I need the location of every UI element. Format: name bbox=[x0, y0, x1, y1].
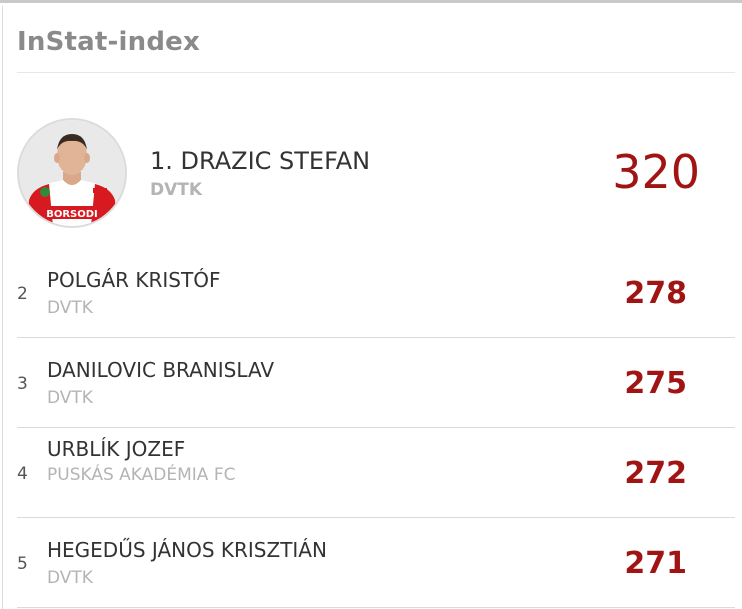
player-score: 275 bbox=[624, 366, 687, 401]
player-score: 278 bbox=[624, 276, 687, 311]
table-row[interactable]: 5 HEGEDŰS JÁNOS KRISZTIÁN DVTK 271 bbox=[17, 518, 735, 608]
rank-number: 3 bbox=[17, 374, 28, 394]
player-name[interactable]: DANILOVIC BRANISLAV bbox=[47, 358, 275, 382]
player-name[interactable]: POLGÁR KRISTÓF bbox=[47, 268, 221, 292]
rank-number: 4 bbox=[17, 464, 28, 484]
player-team: DVTK bbox=[47, 388, 93, 408]
table-row[interactable]: 4 URBLÍK JOZEF PUSKÁS AKADÉMIA FC 272 bbox=[17, 428, 735, 518]
row-divider bbox=[17, 427, 735, 428]
leader-name[interactable]: 1. DRAZIC STEFAN bbox=[150, 147, 371, 175]
leader-team: DVTK bbox=[150, 180, 203, 200]
row-divider bbox=[17, 517, 735, 518]
leader-row[interactable]: BORSODI 1. DRAZIC STEFAN DVTK 320 bbox=[0, 113, 742, 238]
player-team: PUSKÁS AKADÉMIA FC bbox=[47, 465, 236, 485]
table-row[interactable]: 2 POLGÁR KRISTÓF DVTK 278 bbox=[17, 248, 735, 338]
shirt-sponsor-text: BORSODI bbox=[46, 209, 98, 220]
player-team: DVTK bbox=[47, 568, 93, 588]
rank-number: 2 bbox=[17, 284, 28, 304]
player-name[interactable]: HEGEDŰS JÁNOS KRISZTIÁN bbox=[47, 538, 327, 562]
player-team: DVTK bbox=[47, 298, 93, 318]
widget-title: InStat-index bbox=[17, 27, 200, 57]
row-divider bbox=[17, 337, 735, 338]
title-divider bbox=[17, 72, 735, 73]
player-score: 271 bbox=[624, 546, 687, 581]
player-photo: BORSODI bbox=[19, 120, 125, 226]
player-name[interactable]: URBLÍK JOZEF bbox=[47, 437, 186, 461]
player-score: 272 bbox=[624, 456, 687, 491]
rank-number: 5 bbox=[17, 554, 28, 574]
row-divider bbox=[17, 607, 735, 608]
leader-score: 320 bbox=[612, 145, 700, 199]
player-avatar[interactable]: BORSODI bbox=[17, 118, 127, 228]
left-border bbox=[2, 6, 3, 609]
table-row[interactable]: 3 DANILOVIC BRANISLAV DVTK 275 bbox=[17, 338, 735, 428]
